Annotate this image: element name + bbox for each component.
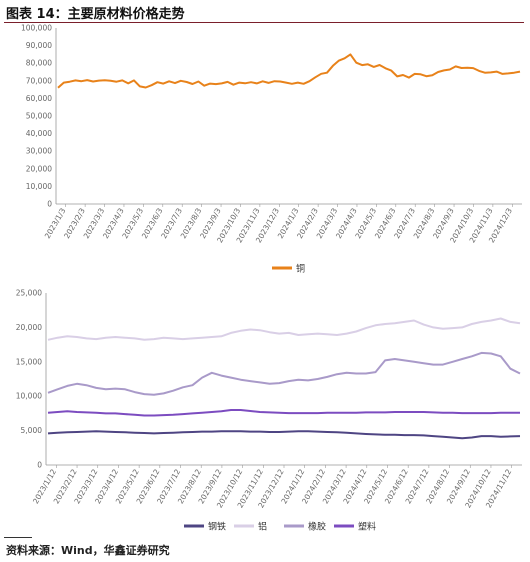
materials-y-tick-label: 5,000 (21, 426, 43, 435)
materials-price-chart: 05,00010,00015,00020,00025,0002023/1/122… (16, 289, 522, 533)
materials-legend-label-3: 塑料 (358, 521, 376, 533)
copper-y-tick-label: 80,000 (26, 59, 52, 68)
copper-y-tick-label: 90,000 (26, 41, 52, 50)
materials-series-line-1 (47, 317, 521, 341)
materials-y-tick-label: 0 (37, 461, 42, 470)
copper-series-line-0 (57, 53, 521, 89)
footer-rule (4, 537, 32, 538)
copper-y-tick-label: 50,000 (26, 112, 52, 121)
materials-y-tick-label: 20,000 (16, 323, 42, 332)
materials-y-tick-label: 15,000 (16, 357, 42, 366)
materials-series-line-2 (47, 351, 521, 396)
materials-legend-label-2: 橡胶 (308, 521, 326, 533)
copper-legend-label-0: 铜 (296, 263, 305, 275)
materials-series-line-0 (47, 430, 521, 440)
materials-y-tick-label: 25,000 (16, 289, 42, 298)
copper-y-tick-label: 100,000 (21, 24, 52, 33)
copper-y-tick-label: 40,000 (26, 129, 52, 138)
copper-y-tick-label: 10,000 (26, 182, 52, 191)
copper-y-tick-label: 20,000 (26, 164, 52, 173)
copper-price-chart: 0 10,000 20,000 30,000 40,000 50,000 60,000 70,… (21, 24, 522, 275)
materials-legend-label-0: 钢铁 (208, 521, 226, 533)
materials-y-tick-label: 10,000 (16, 392, 42, 401)
copper-y-tick-label: 30,000 (26, 147, 52, 156)
materials-legend-label-1: 铝 (258, 521, 267, 533)
title-rule (4, 22, 524, 23)
copper-y-tick-label: 70,000 (26, 76, 52, 85)
copper-y-tick-label: 60,000 (26, 94, 52, 103)
figure-title: 图表 14：主要原材料价格走势 (6, 7, 185, 22)
copper-y-tick-label: 0 (47, 200, 52, 209)
materials-series-line-3 (47, 409, 520, 417)
source-note: 资料来源：Wind，华鑫证券研究 (6, 544, 170, 557)
